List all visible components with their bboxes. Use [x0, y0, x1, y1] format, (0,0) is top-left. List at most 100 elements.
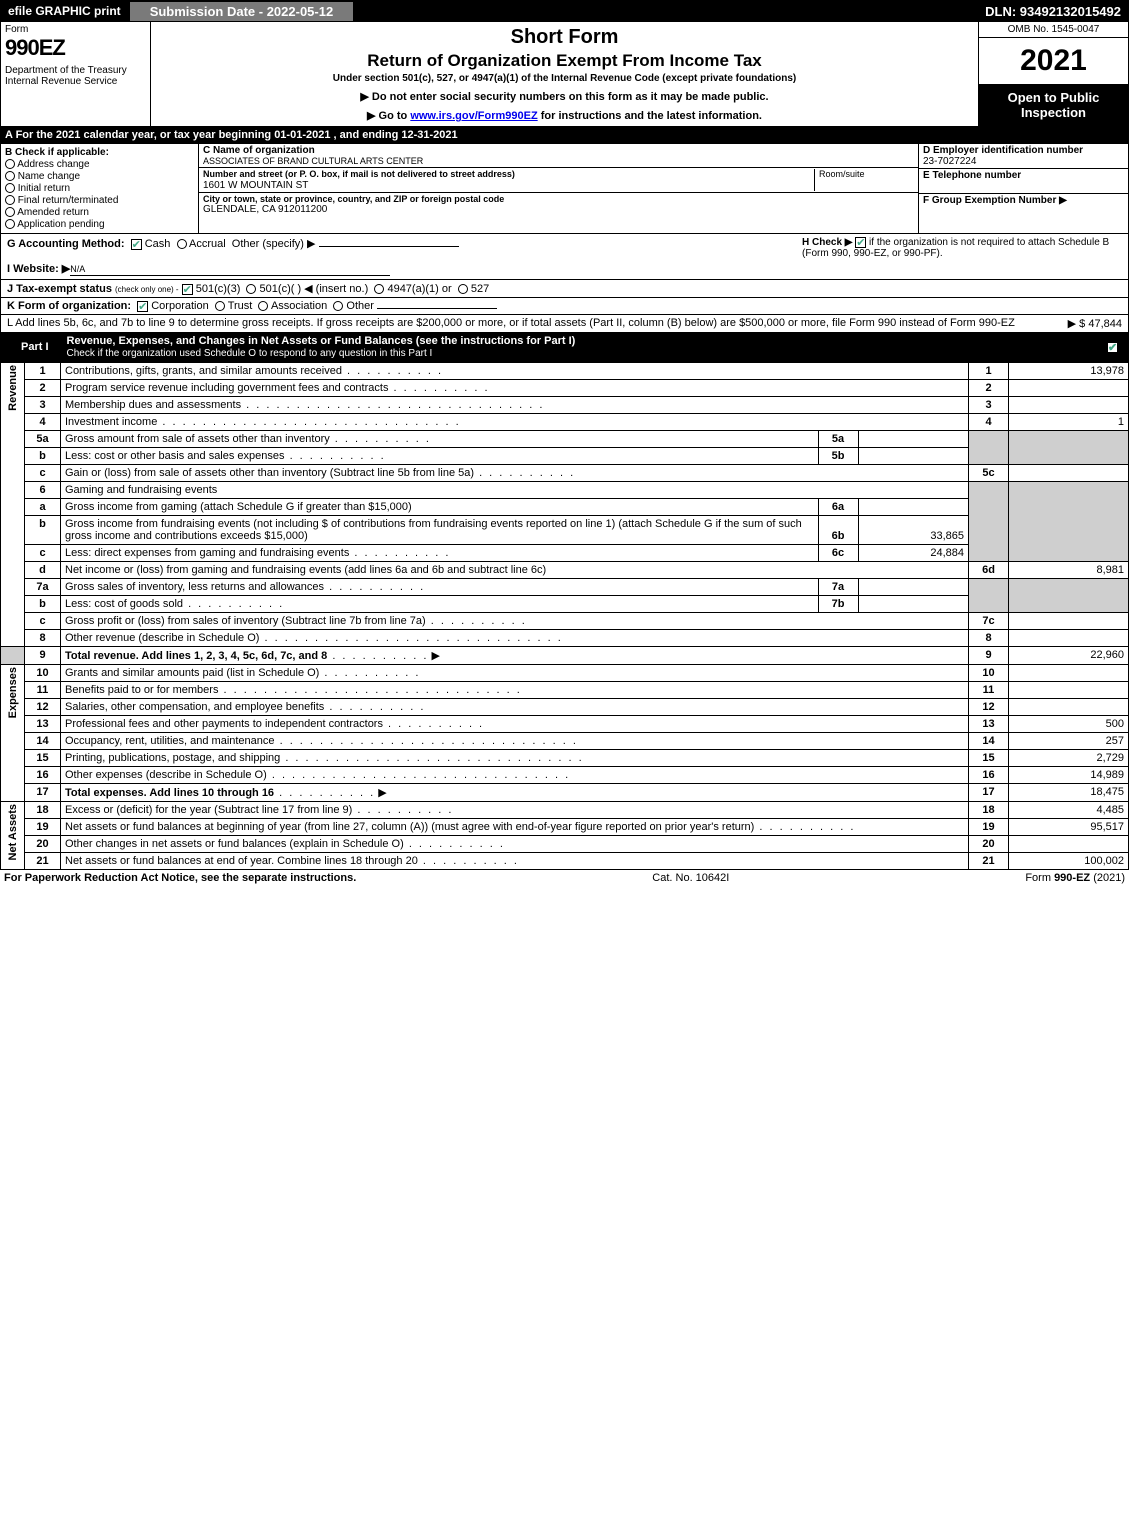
accrual-label: Accrual	[189, 238, 226, 250]
c-city-label: City or town, state or province, country…	[203, 194, 914, 204]
final-return-radio[interactable]	[5, 195, 15, 205]
open-to-public: Open to Public Inspection	[979, 84, 1128, 126]
line-20-amt	[1009, 836, 1129, 853]
line-6d-amt: 8,981	[1009, 562, 1129, 579]
line-5a-sub: 5a	[818, 431, 858, 447]
other-org-radio[interactable]	[333, 301, 343, 311]
other-specify-label: Other (specify) ▶	[232, 238, 316, 250]
501c-label: 501(c)( ) ◀ (insert no.)	[260, 283, 369, 295]
501c3-check[interactable]	[182, 284, 193, 295]
department: Department of the Treasury Internal Reve…	[5, 65, 146, 87]
dln: DLN: 93492132015492	[977, 2, 1129, 21]
tax-year: 2021	[979, 38, 1128, 84]
line-6d-desc: Net income or (loss) from gaming and fun…	[65, 564, 546, 576]
assoc-radio[interactable]	[258, 301, 268, 311]
line-12-amt	[1009, 699, 1129, 716]
line-19-amt: 95,517	[1009, 819, 1129, 836]
trust-radio[interactable]	[215, 301, 225, 311]
note-ssn: ▶ Do not enter social security numbers o…	[155, 90, 974, 103]
initial-return-radio[interactable]	[5, 183, 15, 193]
part-i-label: Part I	[11, 340, 59, 354]
h-label: H Check ▶	[802, 237, 852, 248]
line-15-amt: 2,729	[1009, 750, 1129, 767]
line-8-desc: Other revenue (describe in Schedule O)	[65, 632, 259, 644]
part-i-bar: Part I Revenue, Expenses, and Changes in…	[0, 333, 1129, 362]
line-2-desc: Program service revenue including govern…	[65, 382, 388, 394]
section-h: H Check ▶ if the organization is not req…	[802, 237, 1122, 276]
cash-check[interactable]	[131, 239, 142, 250]
note-link-pre: ▶ Go to	[367, 110, 410, 122]
line-6-desc: Gaming and fundraising events	[61, 482, 969, 499]
part-i-scho-check[interactable]	[1107, 342, 1118, 353]
line-1-amt: 13,978	[1009, 363, 1129, 380]
e-label: E Telephone number	[923, 170, 1021, 181]
line-5c-desc: Gain or (loss) from sale of assets other…	[65, 467, 474, 479]
revenue-section-label: Revenue	[7, 365, 19, 411]
org-city: GLENDALE, CA 912011200	[203, 204, 914, 215]
form-title: Return of Organization Exempt From Incom…	[155, 51, 974, 71]
accrual-radio[interactable]	[177, 239, 187, 249]
part-i-table: Revenue 1Contributions, gifts, grants, a…	[0, 362, 1129, 870]
line-8-amt	[1009, 630, 1129, 647]
line-7a-sub: 7a	[818, 579, 858, 595]
527-radio[interactable]	[458, 284, 468, 294]
application-pending-radio[interactable]	[5, 219, 15, 229]
501c3-label: 501(c)(3)	[196, 283, 241, 295]
address-change-radio[interactable]	[5, 159, 15, 169]
org-name: ASSOCIATES OF BRAND CULTURAL ARTS CENTER	[203, 156, 914, 166]
line-7b-sub: 7b	[818, 596, 858, 612]
block-j: J Tax-exempt status (check only one) - 5…	[0, 280, 1129, 298]
k-label: K Form of organization:	[7, 300, 131, 312]
irs-link[interactable]: www.irs.gov/Form990EZ	[410, 110, 537, 122]
line-6a-sub: 6a	[818, 499, 858, 515]
l-amount: ▶ $ 47,844	[1048, 317, 1122, 330]
other-org-input[interactable]	[377, 308, 497, 309]
line-21-desc: Net assets or fund balances at end of ye…	[65, 855, 418, 867]
line-20-desc: Other changes in net assets or fund bala…	[65, 838, 404, 850]
corp-check[interactable]	[137, 301, 148, 312]
header-mid: Short Form Return of Organization Exempt…	[151, 22, 978, 126]
line-3-amt	[1009, 397, 1129, 414]
trust-label: Trust	[228, 300, 253, 312]
amended-return-radio[interactable]	[5, 207, 15, 217]
line-10-desc: Grants and similar amounts paid (list in…	[65, 667, 319, 679]
form-subtitle: Under section 501(c), 527, or 4947(a)(1)…	[155, 73, 974, 84]
note-link: ▶ Go to www.irs.gov/Form990EZ for instru…	[155, 109, 974, 122]
form-number: 990EZ	[5, 35, 146, 61]
footer-left: For Paperwork Reduction Act Notice, see …	[4, 872, 356, 884]
527-label: 527	[471, 283, 489, 295]
line-6c-desc: Less: direct expenses from gaming and fu…	[65, 547, 349, 559]
efile-label: efile GRAPHIC print	[0, 2, 129, 20]
name-change-radio[interactable]	[5, 171, 15, 181]
line-4-amt: 1	[1009, 414, 1129, 431]
line-9-amt: 22,960	[1009, 647, 1129, 665]
room-label: Room/suite	[819, 169, 865, 179]
short-form-title: Short Form	[155, 26, 974, 49]
line-21-amt: 100,002	[1009, 853, 1129, 870]
other-specify-input[interactable]	[319, 246, 459, 247]
website-value: N/A	[70, 264, 85, 274]
header-left: Form 990EZ Department of the Treasury In…	[1, 22, 151, 126]
line-13-desc: Professional fees and other payments to …	[65, 718, 383, 730]
block-l: L Add lines 5b, 6c, and 7b to line 9 to …	[0, 315, 1129, 333]
501c-radio[interactable]	[246, 284, 256, 294]
h-check[interactable]	[855, 237, 866, 248]
line-6b-subv: 33,865	[858, 516, 968, 544]
f-label: F Group Exemption Number ▶	[923, 195, 1067, 206]
line-4-desc: Investment income	[65, 416, 157, 428]
4947-radio[interactable]	[374, 284, 384, 294]
line-19-desc: Net assets or fund balances at beginning…	[65, 821, 754, 833]
line-7c-desc: Gross profit or (loss) from sales of inv…	[65, 615, 426, 627]
line-5a-desc: Gross amount from sale of assets other t…	[65, 433, 330, 445]
line-11-amt	[1009, 682, 1129, 699]
line-6c-subv: 24,884	[858, 545, 968, 561]
footer-right: Form 990-EZ (2021)	[1025, 872, 1125, 884]
line-6b-desc: Gross income from fundraising events (no…	[65, 518, 802, 542]
topbar: efile GRAPHIC print Submission Date - 20…	[0, 0, 1129, 22]
line-17-desc: Total expenses. Add lines 10 through 16	[65, 787, 274, 799]
l-text: L Add lines 5b, 6c, and 7b to line 9 to …	[7, 317, 1048, 330]
line-14-amt: 257	[1009, 733, 1129, 750]
4947-label: 4947(a)(1) or	[387, 283, 451, 295]
line-7b-desc: Less: cost of goods sold	[65, 598, 183, 610]
line-10-amt	[1009, 665, 1129, 682]
